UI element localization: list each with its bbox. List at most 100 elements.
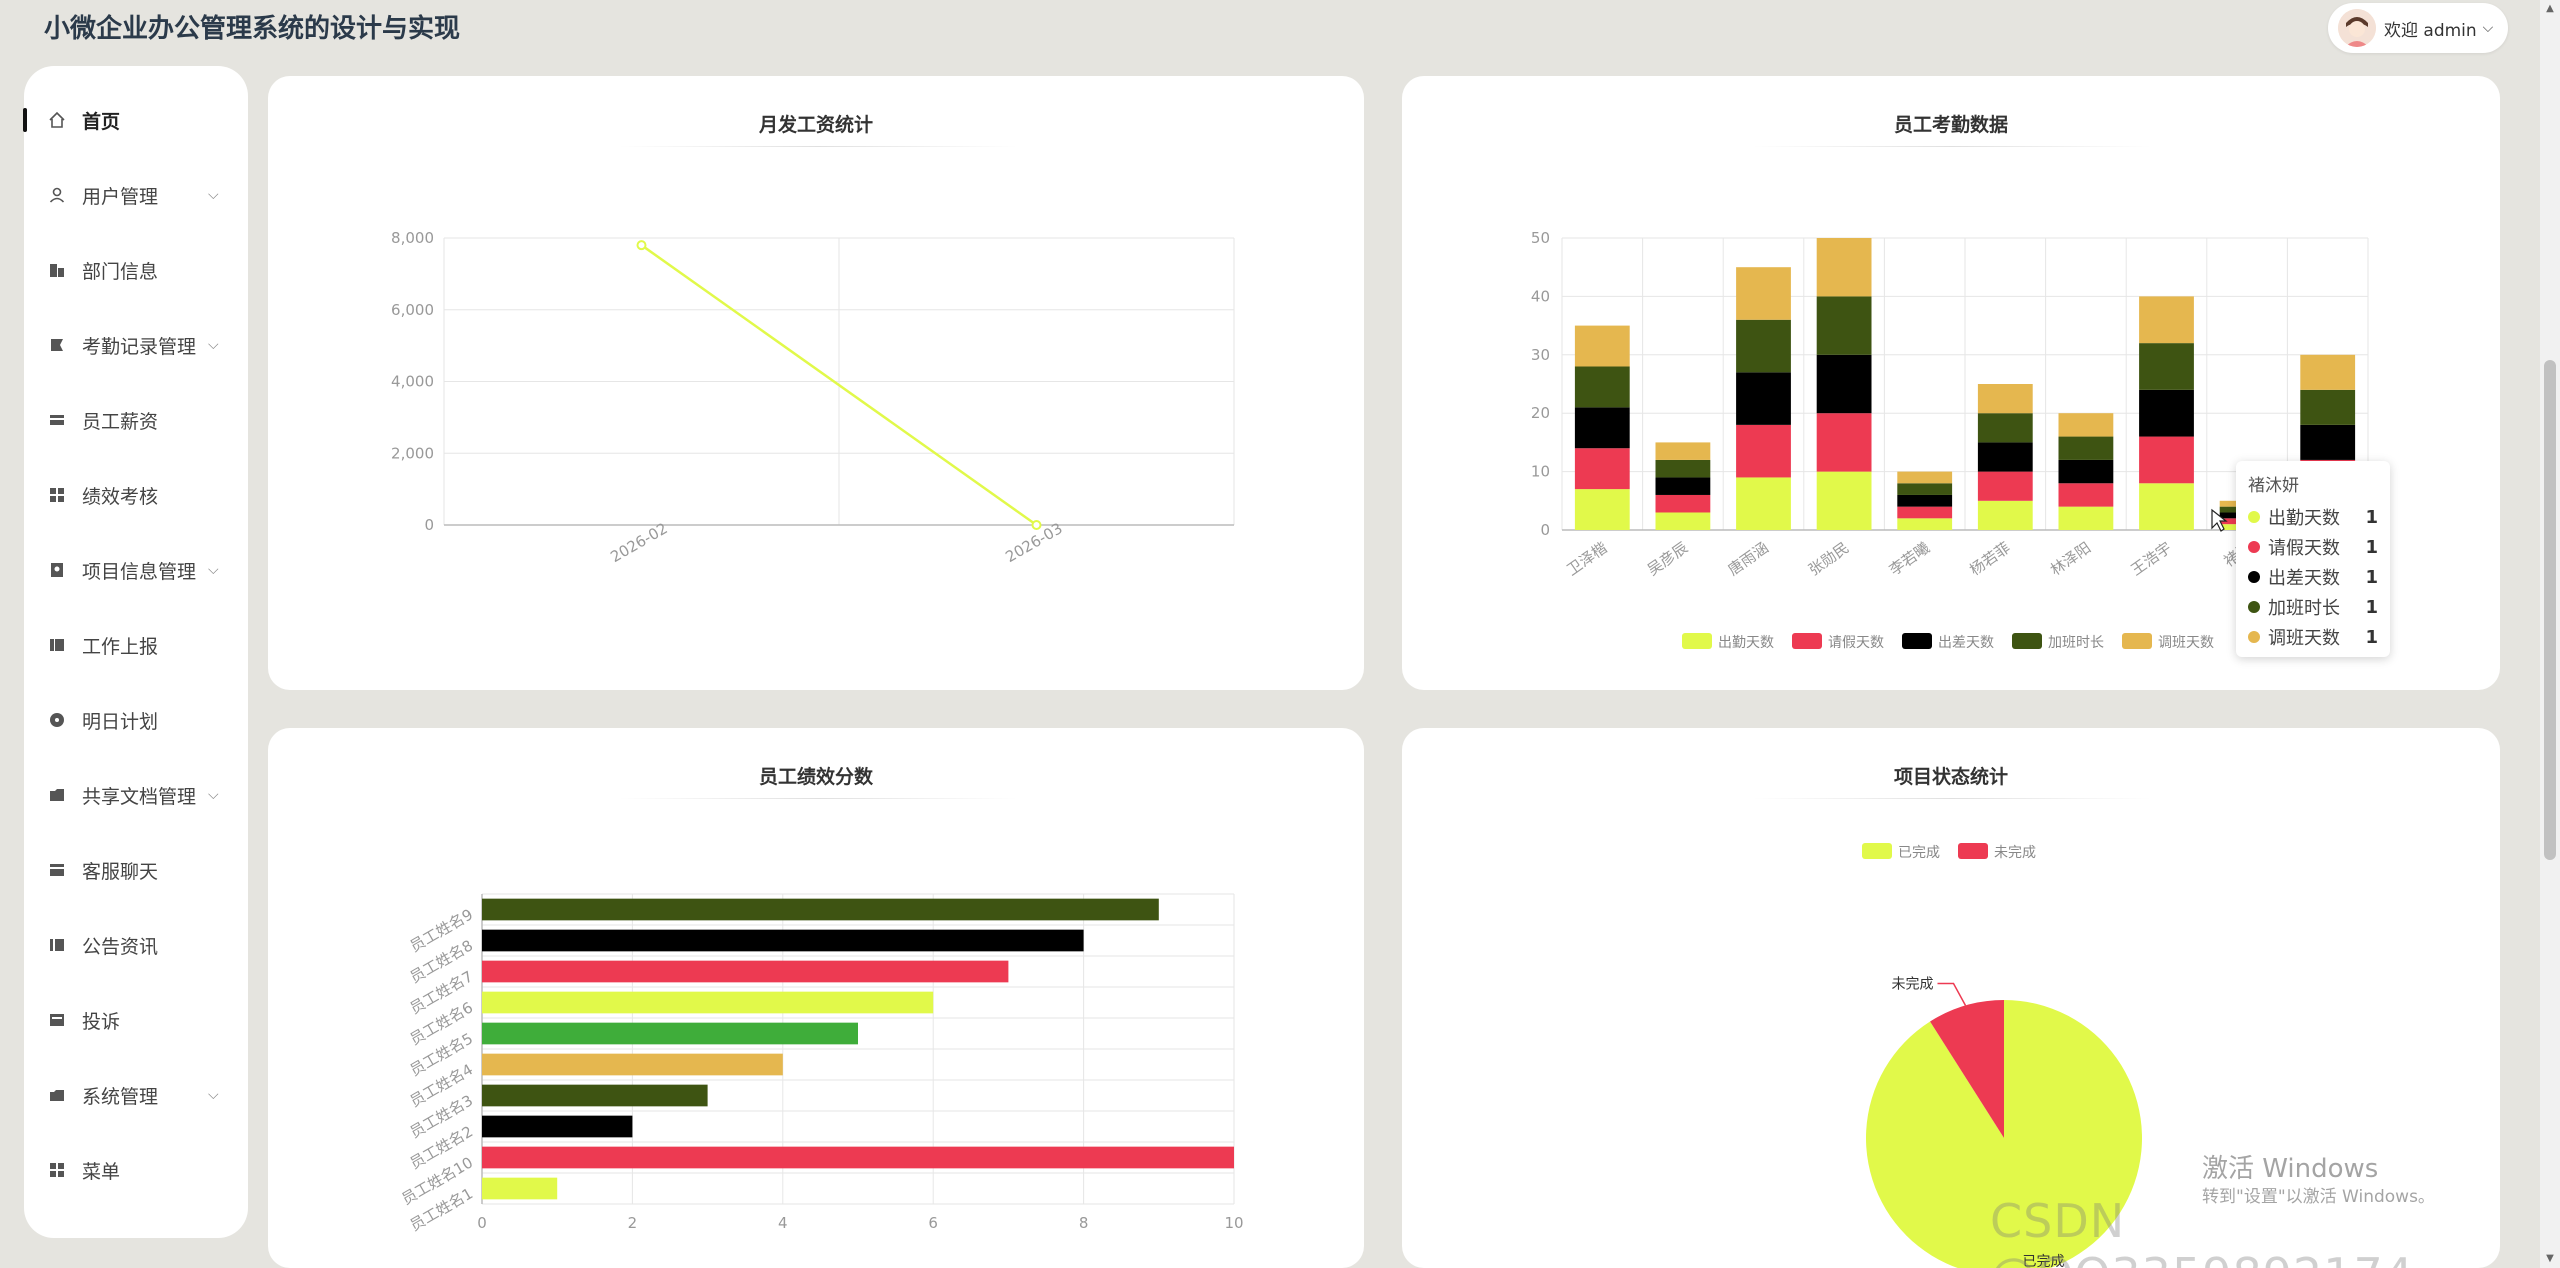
x-tick-label: 4 (778, 1214, 788, 1232)
stacked-bar-segment[interactable] (1574, 325, 1630, 367)
app-title: 小微企业办公管理系统的设计与实现 (44, 14, 461, 44)
stacked-bar-segment[interactable] (1816, 471, 1872, 530)
stacked-bar-segment[interactable] (2058, 459, 2114, 484)
performance-bar[interactable] (482, 960, 1009, 983)
sidebar-item[interactable]: 投诉 (24, 1000, 248, 1040)
stacked-bar-segment[interactable] (2139, 436, 2194, 484)
clock-icon (48, 711, 66, 729)
stacked-bar-segment[interactable] (2139, 296, 2194, 344)
stacked-bar-segment[interactable] (1816, 413, 1872, 472)
sidebar-item[interactable]: 员工薪资 (24, 400, 248, 440)
stacked-bar-segment[interactable] (1897, 483, 1953, 495)
sidebar-item[interactable]: 考勤记录管理 ⌵ (24, 325, 248, 365)
stacked-bar-segment[interactable] (1977, 471, 2033, 501)
legend-dot-icon (2248, 541, 2260, 553)
stacked-bar-segment[interactable] (1574, 407, 1630, 449)
building-icon (48, 261, 66, 279)
sidebar-item[interactable]: 工作上报 (24, 625, 248, 665)
stacked-bar-segment[interactable] (1816, 238, 1872, 297)
scroll-down-arrow-icon[interactable]: ▼ (2546, 1253, 2554, 1264)
data-point[interactable] (1031, 520, 1042, 530)
performance-bar[interactable] (482, 1084, 708, 1107)
stacked-bar-segment[interactable] (1736, 424, 1791, 478)
performance-bar[interactable] (482, 1022, 858, 1045)
user-menu[interactable]: 欢迎 admin ⌵ (2328, 3, 2508, 53)
stacked-bar-segment[interactable] (1816, 296, 1872, 355)
title-divider (618, 146, 1018, 147)
sidebar-item[interactable]: 公告资讯 (24, 925, 248, 965)
stacked-bar-segment[interactable] (2058, 436, 2114, 460)
stacked-bar-segment[interactable] (1574, 366, 1630, 408)
legend-swatch[interactable] (1682, 633, 1712, 649)
performance-bar[interactable] (482, 1177, 558, 1200)
stacked-bar-segment[interactable] (1897, 494, 1953, 507)
performance-bar[interactable] (482, 929, 1084, 952)
stacked-bar-segment[interactable] (1736, 477, 1791, 530)
legend-swatch[interactable] (1792, 633, 1822, 649)
sidebar-item[interactable]: 共享文档管理 ⌵ (24, 775, 248, 815)
tooltip-row: 加班时长 1 (2248, 592, 2378, 622)
sidebar-item[interactable]: 绩效考核 (24, 475, 248, 515)
stacked-bar-segment[interactable] (1897, 471, 1953, 484)
stacked-bar-segment[interactable] (2300, 354, 2356, 390)
x-tick-label: 李若曦 (1886, 539, 1933, 580)
stacked-bar-segment[interactable] (1816, 354, 1872, 414)
scroll-thumb[interactable] (2544, 360, 2556, 860)
page-scrollbar[interactable]: ▲ ▼ (2540, 0, 2560, 1268)
notice-icon (48, 936, 66, 954)
sidebar-item[interactable]: 明日计划 (24, 700, 248, 740)
sidebar-item-label: 明日计划 (82, 710, 159, 733)
stacked-bar-segment[interactable] (1977, 442, 2033, 472)
stacked-bar-segment[interactable] (1574, 448, 1630, 490)
stacked-bar-segment[interactable] (1655, 442, 1711, 460)
legend-swatch[interactable] (1902, 633, 1932, 649)
stacked-bar-segment[interactable] (2300, 389, 2356, 425)
sidebar-item[interactable]: 系统管理 ⌵ (24, 1075, 248, 1115)
performance-bar[interactable] (482, 1146, 1234, 1169)
legend-swatch[interactable] (1958, 843, 1988, 859)
legend-swatch[interactable] (2012, 633, 2042, 649)
chevron-down-icon: ⌵ (208, 1087, 219, 1103)
stacked-bar-segment[interactable] (2139, 343, 2194, 390)
stacked-bar-segment[interactable] (2139, 389, 2194, 437)
performance-bar[interactable] (482, 898, 1159, 921)
x-tick-label: 6 (928, 1214, 938, 1232)
data-point[interactable] (636, 240, 647, 251)
stacked-bar-segment[interactable] (1977, 500, 2033, 530)
stacked-bar-segment[interactable] (2139, 483, 2194, 530)
stacked-bar-segment[interactable] (1736, 267, 1791, 320)
stacked-bar-segment[interactable] (1897, 518, 1953, 530)
performance-chart-title: 员工绩效分数 (758, 766, 873, 788)
chevron-down-icon: ⌵ (2482, 20, 2494, 36)
sidebar-item[interactable]: 部门信息 (24, 250, 248, 290)
stacked-bar-segment[interactable] (2058, 483, 2114, 507)
stacked-bar-segment[interactable] (1977, 413, 2033, 443)
stacked-bar-segment[interactable] (1655, 477, 1711, 495)
sidebar-item[interactable]: 首页 (23, 100, 248, 140)
stacked-bar-segment[interactable] (1574, 489, 1630, 530)
pie-slice[interactable] (1866, 1000, 2142, 1268)
performance-bar[interactable] (482, 1053, 783, 1076)
stacked-bar-segment[interactable] (2058, 413, 2114, 437)
stacked-bar-segment[interactable] (1977, 384, 2033, 414)
legend-swatch[interactable] (2122, 633, 2152, 649)
stacked-bar-segment[interactable] (1736, 372, 1791, 425)
sidebar-item[interactable]: 用户管理 ⌵ (24, 175, 248, 215)
legend-swatch[interactable] (1862, 843, 1892, 859)
stacked-bar-segment[interactable] (1897, 506, 1953, 519)
performance-bar[interactable] (482, 1115, 633, 1138)
stacked-bar-segment[interactable] (1655, 459, 1711, 478)
stacked-bar-segment[interactable] (1655, 512, 1711, 530)
stacked-bar-segment[interactable] (2058, 506, 2114, 530)
sidebar-item[interactable]: 项目信息管理 ⌵ (24, 550, 248, 590)
tooltip-row: 请假天数 1 (2248, 532, 2378, 562)
sidebar-item[interactable]: 客服聊天 (24, 850, 248, 890)
pie-slice[interactable] (1930, 1000, 2004, 1138)
performance-bar-chart: 0 2 4 6 8 10员工姓名1员工姓名10员工姓名2员工姓名3员工姓名4员工姓名5员工… (399, 893, 1244, 1235)
stacked-bar-segment[interactable] (1736, 319, 1791, 373)
stacked-bar-segment[interactable] (2300, 424, 2356, 460)
performance-bar[interactable] (482, 991, 934, 1014)
sidebar-item[interactable]: 菜单 (24, 1150, 248, 1190)
scroll-up-arrow-icon[interactable]: ▲ (2546, 3, 2554, 14)
stacked-bar-segment[interactable] (1655, 494, 1711, 513)
